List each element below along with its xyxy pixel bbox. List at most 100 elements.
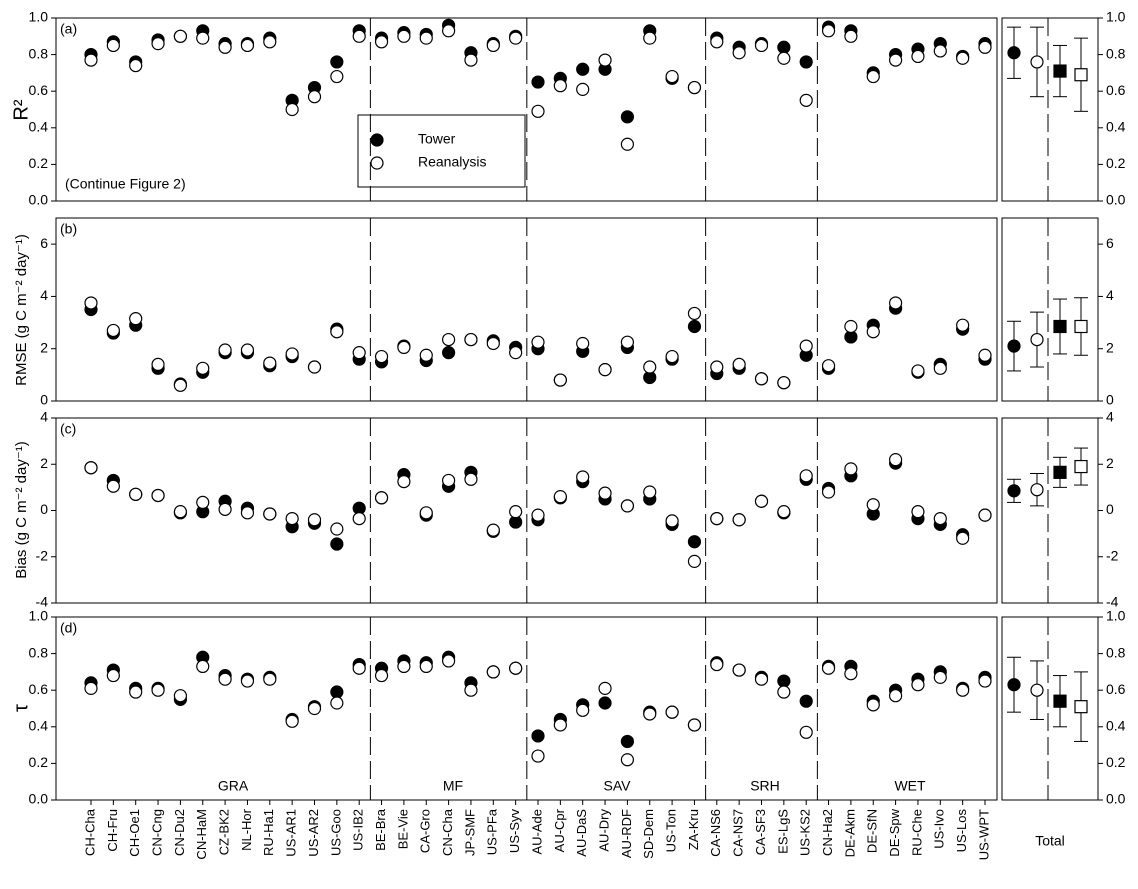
data-point xyxy=(531,104,545,118)
y-tick-label: 2 xyxy=(40,455,48,471)
total-panel-frame xyxy=(1001,616,1099,801)
x-tick-label: CH-Cha xyxy=(82,808,97,856)
data-point xyxy=(665,514,679,528)
data-point xyxy=(911,364,925,378)
group-label: GRA xyxy=(218,778,249,794)
data-point xyxy=(196,495,210,510)
data-point xyxy=(374,491,389,505)
data-point xyxy=(576,703,590,717)
data-point xyxy=(553,373,567,387)
total-point xyxy=(1007,678,1021,692)
x-tick-label: CA-SF3 xyxy=(753,809,768,855)
data-point xyxy=(173,689,187,703)
data-point xyxy=(419,506,433,520)
total-panel-frame xyxy=(1001,217,1099,402)
total-point xyxy=(1030,55,1044,69)
data-point xyxy=(106,479,120,493)
data-point xyxy=(330,685,344,699)
data-point xyxy=(352,346,366,360)
x-tick-label: CA-NS6 xyxy=(708,809,723,857)
data-point xyxy=(620,753,635,767)
data-point xyxy=(620,335,635,349)
y-tick-label: 2 xyxy=(40,339,48,355)
x-tick-label: CN-Cng xyxy=(149,809,164,856)
data-point xyxy=(509,346,523,360)
x-tick-label: US-KS2 xyxy=(798,809,813,856)
data-point xyxy=(799,339,813,353)
data-point xyxy=(732,513,746,527)
data-point xyxy=(888,689,903,703)
x-tick-label: RU-Che xyxy=(909,809,924,856)
x-tick-label: AU-Cpr xyxy=(552,808,567,852)
data-point xyxy=(419,659,433,674)
data-point xyxy=(710,360,724,374)
x-tick-label: AU-Ade xyxy=(529,809,544,855)
x-tick-label: AU-RDF xyxy=(619,809,634,858)
data-point xyxy=(643,485,657,499)
data-point xyxy=(464,472,478,486)
data-point xyxy=(84,53,98,67)
data-point xyxy=(196,361,210,375)
data-point xyxy=(307,360,322,374)
data-point xyxy=(665,349,679,364)
y2-tick-label: 4 xyxy=(1106,409,1114,425)
total-point xyxy=(1053,64,1067,78)
y2-tick-label: 0.6 xyxy=(1106,681,1126,697)
data-point xyxy=(821,661,836,675)
data-point xyxy=(866,698,880,712)
data-point xyxy=(218,343,232,357)
y-tick-label: 4 xyxy=(40,409,48,425)
data-point xyxy=(888,296,903,310)
data-point xyxy=(933,670,947,684)
data-point xyxy=(821,359,836,373)
total-panel-frame xyxy=(1001,17,1099,202)
data-point xyxy=(956,531,970,545)
data-point xyxy=(218,672,232,686)
x-tick-label: US-Ivo xyxy=(932,809,947,849)
y2-tick-label: 2 xyxy=(1106,455,1114,471)
data-point xyxy=(263,356,277,370)
x-tick-label: RU-Ha1 xyxy=(261,809,276,856)
data-point xyxy=(665,705,679,719)
data-point xyxy=(307,513,322,527)
y-axis-title: τ xyxy=(10,704,32,712)
data-point xyxy=(442,346,456,360)
y-tick-label: 0.6 xyxy=(29,681,49,697)
total-point xyxy=(1007,46,1021,60)
data-point xyxy=(374,668,389,683)
y2-tick-label: 6 xyxy=(1106,235,1114,251)
data-point xyxy=(754,494,769,508)
total-point xyxy=(1030,332,1044,347)
legend-box xyxy=(357,114,526,188)
data-point xyxy=(799,55,813,69)
y-tick-label: -2 xyxy=(36,547,49,563)
y2-tick-label: -4 xyxy=(1106,594,1119,610)
data-point xyxy=(285,714,299,728)
data-point xyxy=(397,659,411,674)
total-point xyxy=(1053,694,1067,708)
data-point xyxy=(620,499,635,513)
data-point xyxy=(196,31,210,45)
data-point xyxy=(330,522,344,536)
data-point xyxy=(263,35,277,49)
data-point xyxy=(956,683,970,697)
data-point xyxy=(553,79,567,93)
data-point xyxy=(799,93,813,107)
data-point xyxy=(933,511,947,526)
panel-label: (d) xyxy=(60,620,77,636)
data-point xyxy=(777,40,791,54)
data-point xyxy=(576,62,590,76)
data-point xyxy=(173,29,187,43)
data-point xyxy=(777,674,791,688)
y2-tick-label: 0.2 xyxy=(1106,754,1126,770)
data-point xyxy=(777,505,791,519)
data-point xyxy=(620,734,635,749)
legend-label: Reanalysis xyxy=(418,154,486,170)
data-point xyxy=(106,38,120,53)
data-point xyxy=(285,347,299,361)
x-tick-label: DE-Spw xyxy=(887,808,902,856)
y2-tick-label: 0 xyxy=(1106,392,1114,408)
y-tick-label: 0.2 xyxy=(29,155,49,171)
data-point xyxy=(397,340,411,355)
